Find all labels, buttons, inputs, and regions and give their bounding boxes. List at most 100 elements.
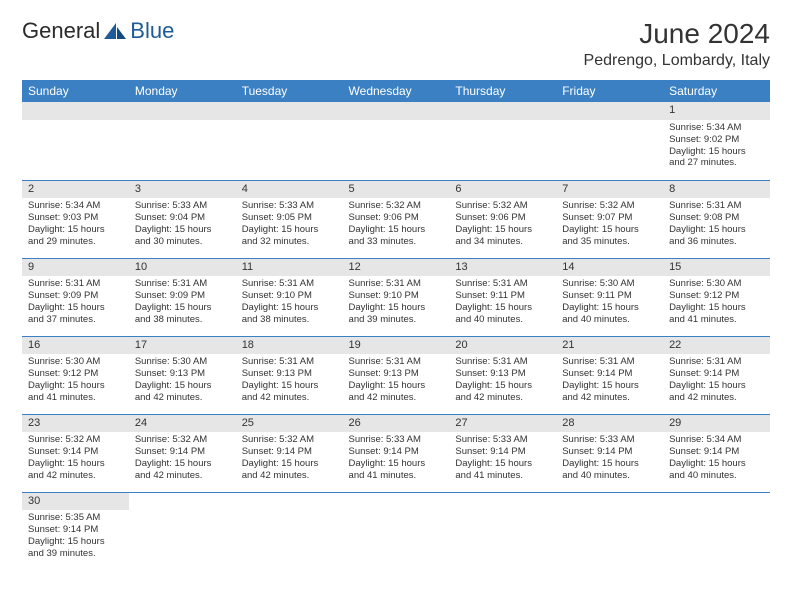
day-number: 29 (663, 415, 770, 433)
day-number: 28 (556, 415, 663, 433)
calendar-week: 9Sunrise: 5:31 AMSunset: 9:09 PMDaylight… (22, 258, 770, 336)
day-number: 16 (22, 337, 129, 355)
sunset-line: Sunset: 9:14 PM (455, 446, 550, 458)
sunset-line: Sunset: 9:13 PM (455, 368, 550, 380)
empty-day (343, 102, 450, 120)
calendar-cell: 23Sunrise: 5:32 AMSunset: 9:14 PMDayligh… (22, 414, 129, 492)
day-number: 23 (22, 415, 129, 433)
daylight-line: Daylight: 15 hours and 39 minutes. (28, 536, 123, 560)
calendar-cell: 27Sunrise: 5:33 AMSunset: 9:14 PMDayligh… (449, 414, 556, 492)
day-content: Sunrise: 5:33 AMSunset: 9:04 PMDaylight:… (129, 198, 236, 252)
day-content: Sunrise: 5:31 AMSunset: 9:09 PMDaylight:… (129, 276, 236, 330)
calendar-cell: 25Sunrise: 5:32 AMSunset: 9:14 PMDayligh… (236, 414, 343, 492)
day-number: 2 (22, 181, 129, 199)
day-number: 21 (556, 337, 663, 355)
empty-day (556, 102, 663, 120)
daylight-line: Daylight: 15 hours and 29 minutes. (28, 224, 123, 248)
sunset-line: Sunset: 9:06 PM (455, 212, 550, 224)
day-number: 12 (343, 259, 450, 277)
sunset-line: Sunset: 9:09 PM (28, 290, 123, 302)
day-number: 20 (449, 337, 556, 355)
calendar-cell: 15Sunrise: 5:30 AMSunset: 9:12 PMDayligh… (663, 258, 770, 336)
sunrise-line: Sunrise: 5:33 AM (135, 200, 230, 212)
calendar-cell: 21Sunrise: 5:31 AMSunset: 9:14 PMDayligh… (556, 336, 663, 414)
sunset-line: Sunset: 9:07 PM (562, 212, 657, 224)
day-content: Sunrise: 5:31 AMSunset: 9:08 PMDaylight:… (663, 198, 770, 252)
daylight-line: Daylight: 15 hours and 42 minutes. (455, 380, 550, 404)
calendar-header-row: SundayMondayTuesdayWednesdayThursdayFrid… (22, 80, 770, 102)
day-header: Sunday (22, 80, 129, 102)
calendar-cell: 22Sunrise: 5:31 AMSunset: 9:14 PMDayligh… (663, 336, 770, 414)
daylight-line: Daylight: 15 hours and 41 minutes. (669, 302, 764, 326)
empty-day (22, 102, 129, 120)
day-content: Sunrise: 5:32 AMSunset: 9:14 PMDaylight:… (129, 432, 236, 486)
daylight-line: Daylight: 15 hours and 30 minutes. (135, 224, 230, 248)
day-header: Thursday (449, 80, 556, 102)
day-content: Sunrise: 5:31 AMSunset: 9:13 PMDaylight:… (449, 354, 556, 408)
calendar-cell: 10Sunrise: 5:31 AMSunset: 9:09 PMDayligh… (129, 258, 236, 336)
header: General Blue June 2024 Pedrengo, Lombard… (22, 18, 770, 70)
sunset-line: Sunset: 9:10 PM (349, 290, 444, 302)
daylight-line: Daylight: 15 hours and 41 minutes. (349, 458, 444, 482)
day-content: Sunrise: 5:33 AMSunset: 9:14 PMDaylight:… (556, 432, 663, 486)
calendar-cell (343, 492, 450, 570)
calendar-cell (556, 492, 663, 570)
day-content: Sunrise: 5:32 AMSunset: 9:06 PMDaylight:… (343, 198, 450, 252)
day-content: Sunrise: 5:31 AMSunset: 9:10 PMDaylight:… (343, 276, 450, 330)
sunrise-line: Sunrise: 5:35 AM (28, 512, 123, 524)
daylight-line: Daylight: 15 hours and 34 minutes. (455, 224, 550, 248)
title-block: June 2024 Pedrengo, Lombardy, Italy (584, 18, 770, 70)
sunrise-line: Sunrise: 5:30 AM (669, 278, 764, 290)
sunrise-line: Sunrise: 5:33 AM (455, 434, 550, 446)
day-content: Sunrise: 5:34 AMSunset: 9:14 PMDaylight:… (663, 432, 770, 486)
location: Pedrengo, Lombardy, Italy (584, 52, 770, 70)
sunrise-line: Sunrise: 5:32 AM (455, 200, 550, 212)
calendar-cell: 6Sunrise: 5:32 AMSunset: 9:06 PMDaylight… (449, 180, 556, 258)
day-content: Sunrise: 5:31 AMSunset: 9:11 PMDaylight:… (449, 276, 556, 330)
day-content: Sunrise: 5:32 AMSunset: 9:07 PMDaylight:… (556, 198, 663, 252)
sunset-line: Sunset: 9:14 PM (669, 368, 764, 380)
sunrise-line: Sunrise: 5:31 AM (349, 278, 444, 290)
sunrise-line: Sunrise: 5:31 AM (669, 200, 764, 212)
daylight-line: Daylight: 15 hours and 32 minutes. (242, 224, 337, 248)
sunset-line: Sunset: 9:02 PM (669, 134, 764, 146)
sunset-line: Sunset: 9:14 PM (562, 368, 657, 380)
sunrise-line: Sunrise: 5:32 AM (28, 434, 123, 446)
daylight-line: Daylight: 15 hours and 42 minutes. (28, 458, 123, 482)
sunset-line: Sunset: 9:08 PM (669, 212, 764, 224)
day-content: Sunrise: 5:33 AMSunset: 9:05 PMDaylight:… (236, 198, 343, 252)
day-header: Monday (129, 80, 236, 102)
sunset-line: Sunset: 9:11 PM (455, 290, 550, 302)
sunset-line: Sunset: 9:13 PM (242, 368, 337, 380)
day-content: Sunrise: 5:31 AMSunset: 9:13 PMDaylight:… (343, 354, 450, 408)
calendar-cell: 30Sunrise: 5:35 AMSunset: 9:14 PMDayligh… (22, 492, 129, 570)
sunset-line: Sunset: 9:14 PM (135, 446, 230, 458)
daylight-line: Daylight: 15 hours and 40 minutes. (562, 458, 657, 482)
sunrise-line: Sunrise: 5:32 AM (242, 434, 337, 446)
sunrise-line: Sunrise: 5:32 AM (562, 200, 657, 212)
calendar-cell: 5Sunrise: 5:32 AMSunset: 9:06 PMDaylight… (343, 180, 450, 258)
calendar-body: 1Sunrise: 5:34 AMSunset: 9:02 PMDaylight… (22, 102, 770, 570)
empty-day (449, 102, 556, 120)
calendar-cell: 17Sunrise: 5:30 AMSunset: 9:13 PMDayligh… (129, 336, 236, 414)
day-number: 10 (129, 259, 236, 277)
day-number: 13 (449, 259, 556, 277)
calendar-week: 30Sunrise: 5:35 AMSunset: 9:14 PMDayligh… (22, 492, 770, 570)
calendar: SundayMondayTuesdayWednesdayThursdayFrid… (22, 80, 770, 570)
daylight-line: Daylight: 15 hours and 40 minutes. (455, 302, 550, 326)
day-number: 9 (22, 259, 129, 277)
daylight-line: Daylight: 15 hours and 42 minutes. (242, 380, 337, 404)
calendar-cell: 26Sunrise: 5:33 AMSunset: 9:14 PMDayligh… (343, 414, 450, 492)
sunset-line: Sunset: 9:03 PM (28, 212, 123, 224)
day-content: Sunrise: 5:32 AMSunset: 9:14 PMDaylight:… (236, 432, 343, 486)
day-number: 26 (343, 415, 450, 433)
day-content: Sunrise: 5:34 AMSunset: 9:03 PMDaylight:… (22, 198, 129, 252)
day-number: 4 (236, 181, 343, 199)
calendar-cell (449, 102, 556, 180)
day-number: 17 (129, 337, 236, 355)
day-content: Sunrise: 5:31 AMSunset: 9:09 PMDaylight:… (22, 276, 129, 330)
calendar-cell: 9Sunrise: 5:31 AMSunset: 9:09 PMDaylight… (22, 258, 129, 336)
logo-text-1: General (22, 18, 100, 44)
logo-text-2: Blue (130, 18, 174, 44)
calendar-cell: 24Sunrise: 5:32 AMSunset: 9:14 PMDayligh… (129, 414, 236, 492)
